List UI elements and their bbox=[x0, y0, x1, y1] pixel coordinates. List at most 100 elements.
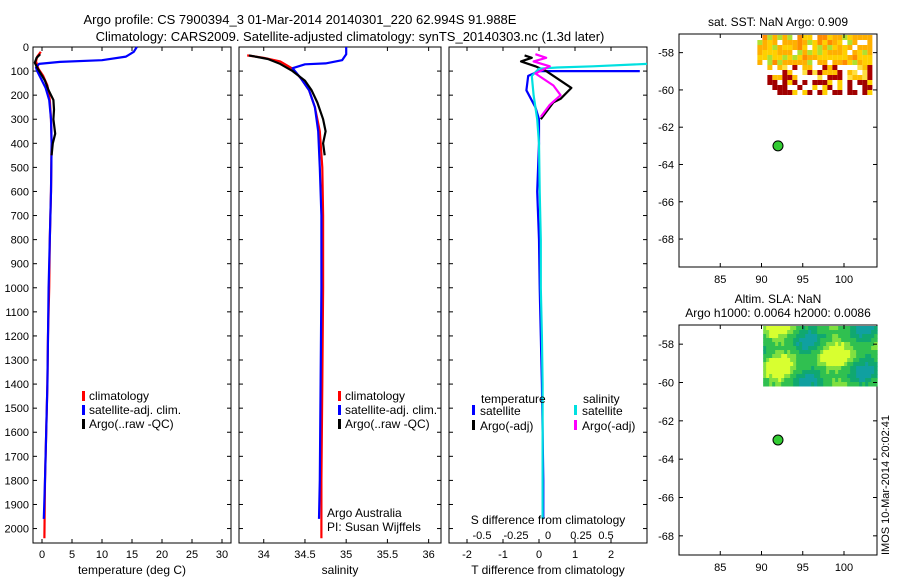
sst-cell bbox=[762, 50, 768, 55]
sst-cell bbox=[862, 35, 868, 40]
sst-cell bbox=[817, 70, 823, 75]
sla-cell bbox=[811, 378, 815, 383]
sst-cell bbox=[837, 80, 843, 85]
sla-cell bbox=[811, 374, 815, 379]
x-tick-label: 85 bbox=[714, 274, 726, 286]
sla-cell bbox=[778, 330, 782, 335]
map-title-line: Argo h1000: 0.0064 h2000: 0.0086 bbox=[685, 306, 871, 320]
sst-cell bbox=[782, 70, 788, 75]
sst-cell bbox=[797, 60, 803, 65]
sla-cell bbox=[763, 362, 767, 367]
sla-cell bbox=[817, 326, 821, 331]
sst-cell bbox=[842, 35, 848, 40]
sla-cell bbox=[856, 330, 860, 335]
sla-cell bbox=[763, 326, 767, 331]
sst-cell bbox=[792, 80, 798, 85]
sla-cell bbox=[862, 366, 866, 371]
s-tick-label: 0.5 bbox=[598, 530, 613, 542]
sla-cell bbox=[850, 330, 854, 335]
sst-cell bbox=[847, 80, 853, 85]
sla-cell bbox=[817, 370, 821, 375]
sla-cell bbox=[823, 370, 827, 375]
sst-cell bbox=[812, 70, 818, 75]
sla-cell bbox=[790, 370, 794, 375]
sst-cell bbox=[847, 45, 853, 50]
sla-cell bbox=[790, 354, 794, 359]
sst-cell bbox=[797, 50, 803, 55]
sla-cell bbox=[778, 342, 782, 347]
legend-marker bbox=[338, 391, 341, 401]
sla-cell bbox=[775, 382, 779, 387]
argo-position-marker bbox=[772, 140, 784, 152]
sla-cell bbox=[793, 326, 797, 331]
sla-cell bbox=[775, 374, 779, 379]
sla-cell bbox=[778, 366, 782, 371]
y-tick-label: 2000 bbox=[5, 524, 29, 536]
sla-cell bbox=[838, 358, 842, 363]
sst-cell bbox=[777, 55, 783, 60]
sla-cell bbox=[862, 370, 866, 375]
sla-cell bbox=[784, 334, 788, 339]
sst-cell bbox=[832, 55, 838, 60]
sla-cell bbox=[844, 350, 848, 355]
legend-marker bbox=[338, 419, 341, 429]
sla-cell bbox=[841, 330, 845, 335]
sla-cell bbox=[850, 334, 854, 339]
sla-cell bbox=[850, 382, 854, 387]
sla-cell bbox=[868, 374, 872, 379]
sla-cell bbox=[871, 354, 875, 359]
sla-cell bbox=[859, 326, 863, 331]
sla-cell bbox=[796, 366, 800, 371]
sst-cell bbox=[757, 60, 763, 65]
sla-cell bbox=[856, 326, 860, 331]
sla-cell bbox=[841, 354, 845, 359]
sla-cell bbox=[835, 350, 839, 355]
sst-cell bbox=[792, 75, 798, 80]
sst-cell bbox=[777, 50, 783, 55]
sla-cell bbox=[862, 374, 866, 379]
sst-cell bbox=[837, 50, 843, 55]
sla-cell bbox=[796, 346, 800, 351]
sla-cell bbox=[865, 334, 869, 339]
sla-cell bbox=[763, 342, 767, 347]
sla-cell bbox=[826, 358, 830, 363]
sla-cell bbox=[790, 378, 794, 383]
sla-cell bbox=[769, 330, 773, 335]
sla-cell bbox=[784, 366, 788, 371]
y-tick-label: 1100 bbox=[5, 307, 29, 319]
sla-cell bbox=[781, 382, 785, 387]
y-tick-label: 1500 bbox=[5, 403, 29, 415]
sst-cell bbox=[772, 80, 778, 85]
sla-cell bbox=[874, 366, 878, 371]
sla-cell bbox=[829, 366, 833, 371]
sst-cell bbox=[832, 60, 838, 65]
series-line-1 bbox=[291, 47, 348, 519]
sla-cell bbox=[784, 338, 788, 343]
sla-cell bbox=[772, 370, 776, 375]
sla-cell bbox=[814, 374, 818, 379]
sst-cell bbox=[802, 80, 808, 85]
legend-label: climatology bbox=[89, 389, 149, 403]
y-tick-label: -66 bbox=[658, 197, 674, 209]
sla-cell bbox=[856, 370, 860, 375]
sla-cell bbox=[835, 342, 839, 347]
sla-cell bbox=[781, 334, 785, 339]
sla-cell bbox=[868, 358, 872, 363]
credit-text: PI: Susan Wijffels bbox=[327, 520, 421, 534]
sst-cell bbox=[772, 60, 778, 65]
sla-cell bbox=[859, 346, 863, 351]
sla-cell bbox=[793, 338, 797, 343]
sla-cell bbox=[868, 326, 872, 331]
sla-cell bbox=[787, 378, 791, 383]
sla-cell bbox=[775, 338, 779, 343]
sla-cell bbox=[865, 330, 869, 335]
sla-cell bbox=[826, 334, 830, 339]
sst-cell bbox=[847, 85, 853, 90]
sst-cell bbox=[822, 65, 828, 70]
sla-cell bbox=[823, 378, 827, 383]
sla-cell bbox=[847, 342, 851, 347]
sla-cell bbox=[853, 346, 857, 351]
sst-cell bbox=[837, 90, 843, 95]
x-axis-label: T difference from climatology bbox=[471, 563, 625, 577]
sst-cell bbox=[782, 45, 788, 50]
